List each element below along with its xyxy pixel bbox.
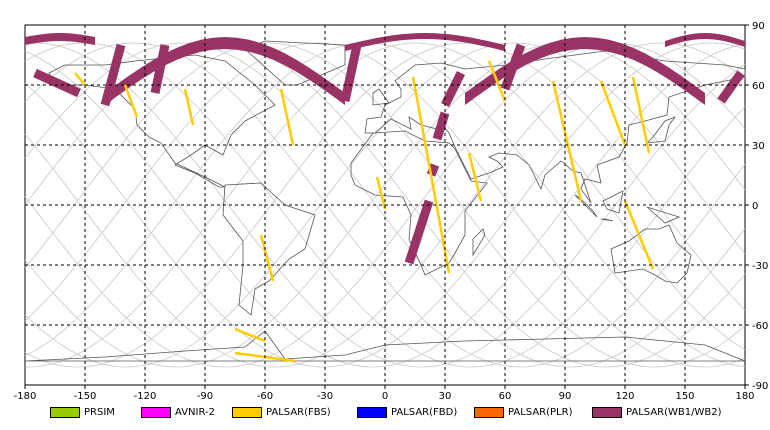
wb-strip: [500, 43, 526, 91]
y-tick-label: -90: [752, 381, 768, 392]
legend-label: PALSAR(WB1/WB2): [626, 406, 722, 418]
wb-coverage-strips: [25, 33, 745, 265]
y-tick-label: 30: [752, 141, 765, 152]
legend-item: PALSAR(PLR): [474, 403, 572, 421]
wb-arc: [465, 37, 705, 105]
x-tick-label: -90: [197, 391, 213, 402]
x-tick-label: -30: [317, 391, 333, 402]
fbs-strip: [74, 72, 86, 86]
legend-swatch: [474, 406, 504, 418]
coastline: [610, 224, 692, 284]
fbs-strip: [599, 80, 627, 146]
x-tick-label: -120: [134, 391, 157, 402]
coastline: [602, 190, 624, 214]
fbs-strip: [123, 84, 139, 118]
legend-swatch: [357, 406, 387, 418]
x-tick-label: 90: [559, 391, 572, 402]
legend: PRSIM AVNIR-2 PALSAR(FBS) PALSAR(FBD) PALSAR…: [0, 403, 770, 421]
longitude-labels: -180 -150 -120 -90 -60 -30 0 30 60 90 120 150 180: [14, 385, 755, 402]
x-tick-label: -150: [74, 391, 97, 402]
coastline: [24, 330, 746, 362]
legend-item: PALSAR(WB1/WB2): [592, 403, 722, 421]
wb-strip: [432, 111, 450, 141]
fbs-coverage-strips: [74, 60, 655, 363]
legend-label: PALSAR(PLR): [508, 406, 573, 418]
coastline: [646, 206, 681, 224]
coastline: [350, 130, 488, 276]
coastline: [222, 182, 316, 316]
legend-label: PRSIM: [84, 406, 115, 418]
wb-strip: [440, 70, 466, 108]
wb-strip: [150, 44, 170, 94]
fbs-strip: [487, 60, 507, 102]
legend-swatch: [232, 406, 262, 418]
x-tick-label: 150: [675, 391, 694, 402]
fbs-strip: [411, 76, 451, 274]
legend-label: PALSAR(FBD): [391, 406, 458, 418]
wb-arc: [665, 33, 745, 47]
fbs-strip: [183, 88, 195, 126]
legend-label: PALSAR(FBS): [266, 406, 331, 418]
x-tick-label: 180: [735, 391, 754, 402]
wb-strip: [33, 68, 81, 98]
x-tick-label: 60: [499, 391, 512, 402]
y-tick-label: -30: [752, 261, 768, 272]
y-tick-label: -60: [752, 321, 768, 332]
legend-item: AVNIR-2: [141, 403, 215, 421]
fbs-strip: [279, 88, 295, 146]
orbit-track: [24, 43, 746, 368]
legend-swatch: [50, 406, 80, 418]
wb-arc: [25, 33, 95, 45]
x-tick-label: -180: [14, 391, 37, 402]
fbs-strip: [259, 234, 275, 282]
orbit-track: [24, 42, 746, 368]
fbs-strip: [234, 327, 266, 343]
legend-swatch: [592, 406, 622, 418]
legend-item: PRSIM: [50, 403, 115, 421]
graticule: [25, 25, 745, 385]
fbs-strip: [467, 152, 483, 202]
legend-swatch: [141, 406, 171, 418]
coastline: [364, 50, 746, 204]
coastline: [472, 228, 486, 257]
x-tick-label: -60: [257, 391, 273, 402]
wb-strip: [404, 199, 434, 265]
y-tick-label: 60: [752, 81, 765, 92]
wb-strip: [717, 70, 745, 104]
x-tick-label: 0: [382, 391, 388, 402]
coastline: [600, 218, 614, 222]
wb-strip: [340, 44, 362, 102]
legend-item: PALSAR(FBS): [232, 403, 331, 421]
fbs-strip: [375, 176, 387, 210]
legend-item: PALSAR(FBD): [357, 403, 457, 421]
fbs-strip: [631, 76, 651, 154]
y-tick-label: 0: [752, 201, 758, 212]
x-tick-label: 30: [439, 391, 452, 402]
wb-strip: [100, 43, 126, 107]
coastline: [372, 88, 390, 106]
latitude-labels: 90 60 30 0 -30 -60 -90: [745, 21, 768, 392]
y-tick-label: 90: [752, 21, 765, 32]
fbs-strip: [551, 80, 583, 202]
fbs-strip: [623, 200, 655, 270]
legend-label: AVNIR-2: [175, 406, 215, 418]
x-tick-label: 120: [615, 391, 634, 402]
